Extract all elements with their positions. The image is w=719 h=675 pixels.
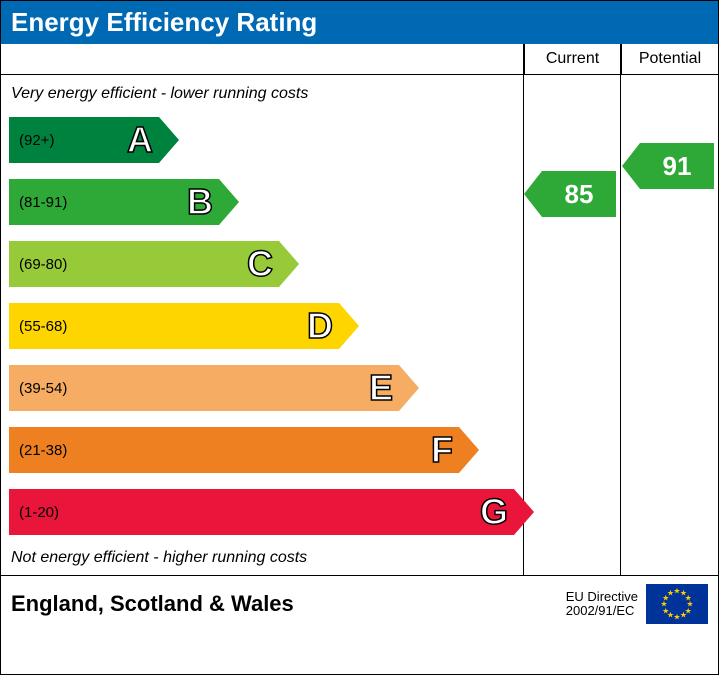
body-row: Very energy efficient - lower running co… (1, 75, 718, 575)
band-letter-d: D (307, 305, 333, 347)
header-row: Current Potential (1, 44, 718, 75)
eu-star-icon: ★ (673, 613, 680, 622)
band-row-a: (92+) A (1, 111, 523, 169)
band-letter-f: F (431, 429, 453, 471)
potential-column: 91 (621, 75, 718, 575)
band-range-g: (1-20) (9, 504, 59, 521)
current-column: 85 (524, 75, 621, 575)
band-range-e: (39-54) (9, 380, 67, 397)
current-pointer: 85 (542, 171, 616, 217)
band-range-a: (92+) (9, 132, 54, 149)
eu-star-icon: ★ (667, 588, 674, 597)
eu-flag-icon: ★★★★★★★★★★★★ (646, 584, 708, 624)
band-row-d: (55-68) D (1, 297, 523, 355)
band-bar-f: (21-38) F (9, 427, 459, 473)
title-text: Energy Efficiency Rating (11, 7, 317, 37)
eu-block: EU Directive 2002/91/EC ★★★★★★★★★★★★ (566, 584, 708, 624)
eu-directive-line2: 2002/91/EC (566, 604, 638, 618)
header-potential: Potential (621, 44, 718, 75)
bands-container: (92+) A (81-91) B (69-80) C (55-68) D (39-54) E (2… (1, 111, 523, 541)
note-bottom: Not energy efficient - higher running co… (1, 545, 523, 575)
band-bar-e: (39-54) E (9, 365, 399, 411)
band-letter-g: G (480, 491, 508, 533)
band-row-g: (1-20) G (1, 483, 523, 541)
band-bar-d: (55-68) D (9, 303, 339, 349)
footer: England, Scotland & Wales EU Directive 2… (1, 575, 718, 632)
band-bar-a: (92+) A (9, 117, 159, 163)
potential-pointer: 91 (640, 143, 714, 189)
band-range-b: (81-91) (9, 194, 67, 211)
eu-star-icon: ★ (680, 611, 687, 620)
band-range-c: (69-80) (9, 256, 67, 273)
region-text: England, Scotland & Wales (11, 591, 294, 617)
band-range-f: (21-38) (9, 442, 67, 459)
bands-column: Very energy efficient - lower running co… (1, 75, 524, 575)
band-row-c: (69-80) C (1, 235, 523, 293)
band-letter-c: C (247, 243, 273, 285)
band-row-e: (39-54) E (1, 359, 523, 417)
band-bar-b: (81-91) B (9, 179, 219, 225)
band-range-d: (55-68) (9, 318, 67, 335)
band-letter-e: E (369, 367, 393, 409)
header-blank (1, 44, 524, 75)
header-current: Current (524, 44, 621, 75)
eu-directive-line1: EU Directive (566, 590, 638, 604)
note-top: Very energy efficient - lower running co… (1, 81, 523, 111)
band-row-f: (21-38) F (1, 421, 523, 479)
title-bar: Energy Efficiency Rating (1, 1, 718, 44)
eu-directive-text: EU Directive 2002/91/EC (566, 590, 638, 619)
band-letter-a: A (127, 119, 153, 161)
band-bar-c: (69-80) C (9, 241, 279, 287)
band-letter-b: B (187, 181, 213, 223)
band-row-b: (81-91) B (1, 173, 523, 231)
band-bar-g: (1-20) G (9, 489, 514, 535)
epc-chart: Energy Efficiency Rating Current Potenti… (0, 0, 719, 675)
